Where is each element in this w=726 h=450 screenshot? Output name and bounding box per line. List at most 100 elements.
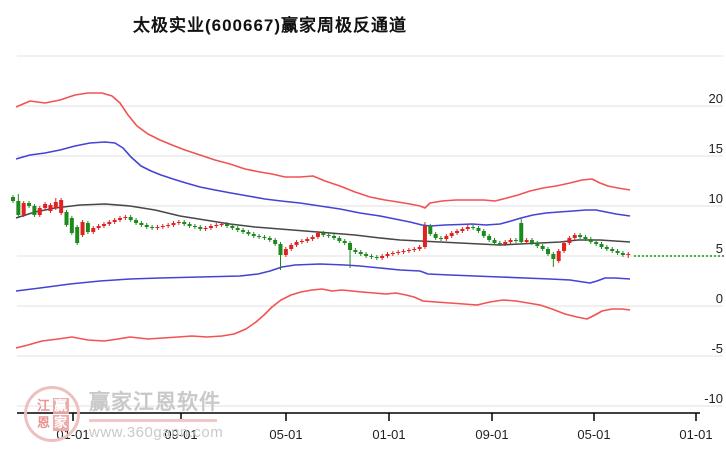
candle-body (385, 254, 390, 256)
candle-body (342, 241, 347, 243)
candle-body (294, 242, 299, 245)
candle-body (59, 200, 64, 213)
candle-body (112, 220, 117, 222)
candle-body (160, 226, 165, 227)
candle-body (588, 239, 593, 242)
candle-body (556, 251, 561, 261)
candle-body (251, 234, 256, 236)
candle-body (364, 254, 369, 256)
candle-body (492, 240, 497, 243)
candle-body (353, 250, 358, 252)
watermark-brand: 赢家江恩软件 (89, 391, 221, 414)
candle-body (497, 243, 502, 244)
candle-body (11, 197, 15, 201)
candle-body (176, 222, 181, 223)
candle-body (48, 205, 53, 211)
candle-body (144, 225, 149, 227)
candle-body (225, 224, 229, 226)
seal-char: 家 (52, 414, 69, 431)
series-upper-outer-red (15, 92, 631, 209)
candle-body (273, 240, 278, 244)
candle-body (578, 235, 583, 237)
candle-body (192, 226, 197, 227)
candle-body (155, 227, 160, 228)
candle-body (487, 236, 492, 240)
series-lower-inner-blue (15, 263, 631, 292)
candle-body (235, 228, 240, 230)
candle-body (476, 228, 481, 231)
candle-body (594, 242, 599, 244)
candle-body (599, 244, 604, 247)
x-axis-label: 01-01 (372, 427, 405, 442)
candle-body (305, 239, 310, 241)
seal-char: 赢 (52, 397, 69, 414)
candle-body (380, 256, 385, 258)
candle-body (299, 241, 304, 242)
candle-body (75, 227, 80, 243)
candle-body (604, 247, 609, 249)
candle-body (96, 226, 101, 228)
candle-body (257, 236, 262, 237)
y-axis-label: 10 (709, 191, 723, 206)
candle-body (412, 249, 417, 250)
candle-body (390, 253, 395, 254)
candle-body (16, 201, 21, 215)
candle-body (471, 227, 476, 228)
candle-body (529, 240, 534, 243)
y-axis-label: -5 (711, 341, 723, 356)
candle-body (32, 206, 37, 215)
candle-body (417, 247, 422, 249)
candle-body (64, 212, 69, 225)
candle-body (626, 254, 631, 255)
candle-body (267, 238, 272, 240)
candle-body (406, 250, 411, 251)
candle-body (139, 223, 144, 225)
candle-body (80, 222, 85, 235)
y-axis-label: -10 (704, 391, 723, 406)
seal-char: 恩 (36, 414, 50, 430)
candle-body (214, 225, 219, 226)
candle-body (69, 218, 74, 233)
candle-body (187, 224, 192, 226)
watermark-url: www.360gann.com (89, 424, 224, 441)
candle-body (428, 226, 433, 234)
candle-body (53, 202, 58, 208)
candle-body (540, 246, 545, 249)
candle-body (401, 251, 406, 252)
candle-body (519, 223, 524, 242)
candle-body (513, 240, 518, 241)
candle-body (101, 224, 106, 226)
candle-body (315, 233, 320, 237)
candle-body (198, 227, 203, 229)
candle-body (567, 238, 572, 243)
candle-body (337, 238, 342, 241)
candle-body (91, 228, 96, 232)
x-axis-label: 05-01 (577, 427, 610, 442)
candle-body (449, 233, 454, 236)
candle-body (524, 240, 529, 242)
candle-body (551, 254, 556, 259)
candle-body (289, 245, 294, 249)
candle-body (433, 234, 438, 238)
candle-body (283, 249, 288, 255)
candle-body (583, 237, 588, 239)
candle-body (422, 226, 427, 247)
candle-body (150, 227, 155, 228)
watermark-underline (89, 419, 217, 422)
watermark-seal-icon: 江 赢 恩 家 (24, 386, 80, 442)
y-axis-label: 0 (716, 291, 723, 306)
candle-body (230, 226, 235, 228)
candle-body (310, 237, 315, 239)
candle-body (465, 227, 470, 229)
candle-body (85, 223, 90, 232)
candle-body (241, 230, 246, 232)
candle-body (481, 231, 486, 236)
candle-body (107, 222, 112, 224)
candle-body (134, 220, 139, 223)
series-middle-black (15, 203, 631, 246)
candle-body (572, 235, 577, 238)
candle-body (610, 249, 615, 251)
candle-body (562, 243, 567, 251)
